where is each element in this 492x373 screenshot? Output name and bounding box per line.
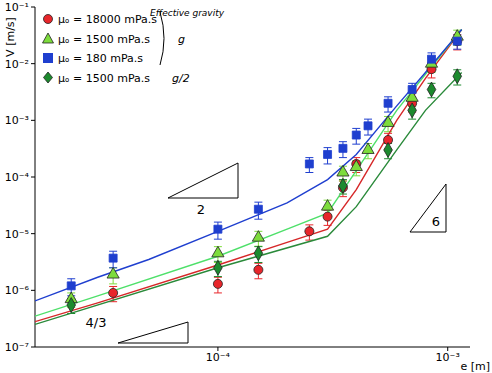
svg-text:10⁻⁴: 10⁻⁴ bbox=[8, 171, 30, 184]
svg-text:2: 2 bbox=[197, 202, 205, 217]
svg-text:μₒ = 180 mPa.s: μₒ = 180 mPa.s bbox=[58, 52, 143, 65]
svg-text:e [m]: e [m] bbox=[460, 360, 484, 373]
svg-text:μₒ = 18000 mPa.s: μₒ = 18000 mPa.s bbox=[58, 13, 157, 26]
svg-text:μₒ = 1500 mPa.s: μₒ = 1500 mPa.s bbox=[58, 72, 150, 85]
svg-text:Effective gravity: Effective gravity bbox=[150, 8, 225, 18]
svg-text:6: 6 bbox=[432, 214, 440, 229]
svg-text:10⁻²: 10⁻² bbox=[8, 58, 29, 71]
svg-text:10⁻⁴: 10⁻⁴ bbox=[206, 351, 231, 364]
svg-text:10⁻¹: 10⁻¹ bbox=[8, 1, 29, 14]
svg-text:4/3: 4/3 bbox=[86, 315, 107, 330]
svg-text:10⁻⁷: 10⁻⁷ bbox=[8, 341, 29, 354]
svg-text:μₒ = 1500 mPa.s: μₒ = 1500 mPa.s bbox=[58, 33, 150, 46]
svg-text:V [m/s]: V [m/s] bbox=[8, 17, 17, 57]
svg-text:g/2: g/2 bbox=[172, 72, 190, 85]
svg-text:g: g bbox=[178, 33, 185, 46]
svg-text:10⁻³: 10⁻³ bbox=[8, 114, 29, 127]
svg-text:10⁻⁵: 10⁻⁵ bbox=[8, 228, 29, 241]
svg-text:10⁻³: 10⁻³ bbox=[436, 351, 460, 364]
svg-text:10⁻⁶: 10⁻⁶ bbox=[8, 284, 30, 297]
